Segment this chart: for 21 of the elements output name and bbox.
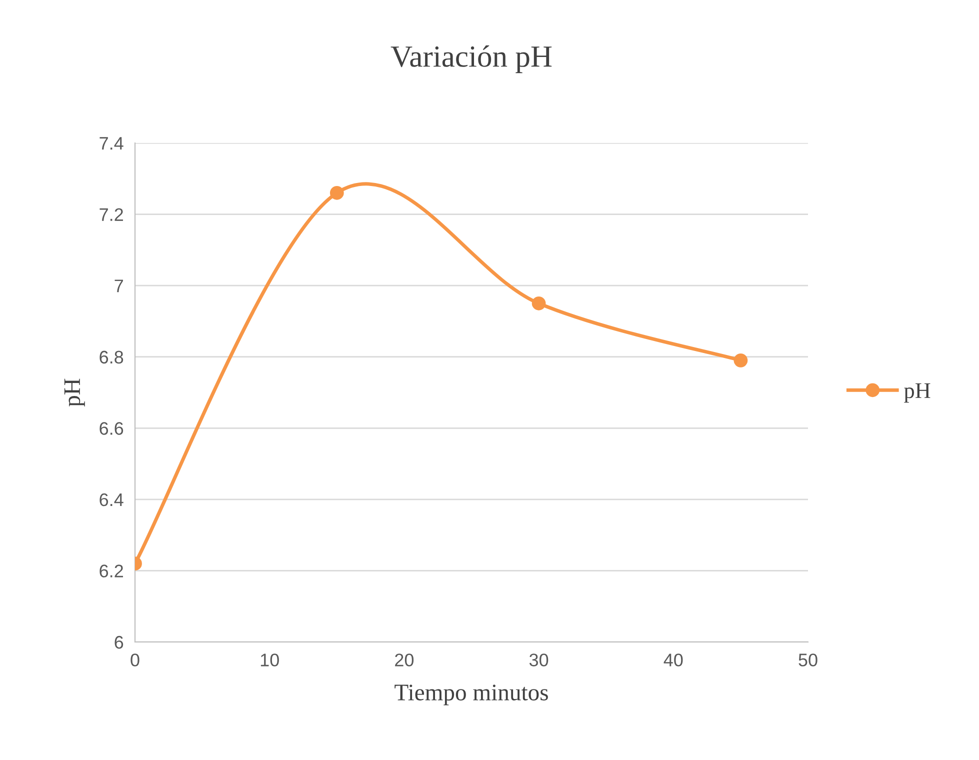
y-tick-label: 7.2 bbox=[100, 208, 123, 221]
chart-title: Variación pH bbox=[390, 45, 552, 74]
x-tick-label: 10 bbox=[260, 654, 279, 666]
point bbox=[734, 353, 748, 368]
y-tick-label: 6 bbox=[114, 636, 124, 649]
y-tick-label: 6.2 bbox=[100, 564, 123, 578]
x-tick-label: 50 bbox=[798, 654, 818, 666]
point bbox=[532, 296, 546, 310]
x-tick-label: 20 bbox=[395, 654, 414, 666]
y-tick-label: 6.6 bbox=[100, 422, 124, 435]
x-axis-title: Tiempo minutos bbox=[394, 684, 548, 706]
x-tick-label: 0 bbox=[130, 654, 140, 666]
y-tick-label: 6.8 bbox=[100, 350, 124, 364]
point bbox=[330, 186, 344, 200]
y-axis-title: pH bbox=[64, 378, 85, 407]
x-tick-label: 30 bbox=[529, 654, 548, 666]
y-tick-label: 7.4 bbox=[100, 137, 124, 150]
y-tick-label: 6.4 bbox=[100, 493, 124, 506]
legend-label: pH bbox=[904, 383, 930, 403]
x-tick-label: 40 bbox=[664, 654, 683, 666]
y-tick-label: 7 bbox=[114, 280, 123, 292]
